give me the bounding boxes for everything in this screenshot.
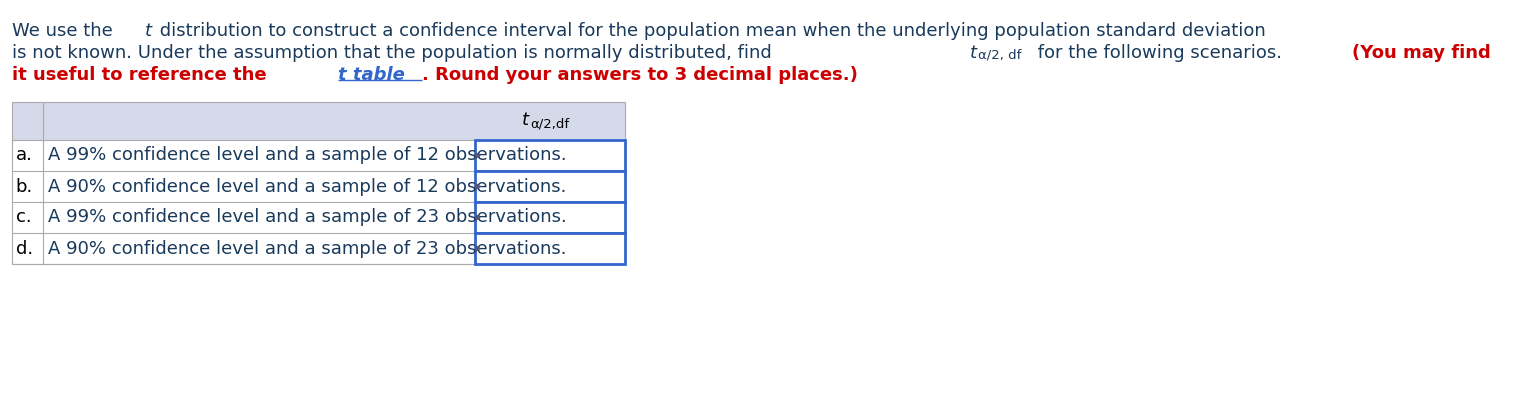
Text: α/2, df: α/2, df [978, 49, 1021, 62]
Polygon shape [477, 215, 480, 220]
Text: (You may find: (You may find [1352, 44, 1492, 62]
Text: is not known. Under the assumption that the population is normally distributed, : is not known. Under the assumption that … [12, 44, 777, 62]
Text: . Round your answers to 3 decimal places.): . Round your answers to 3 decimal places… [422, 66, 857, 84]
Bar [475, 140, 625, 171]
Text: b.: b. [15, 177, 32, 195]
Text: A 90% confidence level and a sample of 12 observations.: A 90% confidence level and a sample of 1… [48, 177, 566, 195]
Text: t: t [146, 22, 152, 40]
Bar [475, 202, 625, 233]
Polygon shape [477, 184, 480, 189]
Polygon shape [477, 246, 480, 251]
Polygon shape [477, 153, 480, 158]
Bar [475, 171, 625, 202]
Bar [12, 102, 625, 264]
Text: α/2,df: α/2,df [530, 118, 569, 131]
Bar [475, 233, 625, 264]
Text: A 90% confidence level and a sample of 23 observations.: A 90% confidence level and a sample of 2… [48, 239, 566, 258]
Text: it useful to reference the: it useful to reference the [12, 66, 273, 84]
Bar [12, 202, 625, 233]
Text: c.: c. [15, 208, 31, 227]
Text: We use the: We use the [12, 22, 118, 40]
Text: A 99% confidence level and a sample of 23 observations.: A 99% confidence level and a sample of 2… [48, 208, 566, 227]
Text: t: t [521, 111, 529, 129]
Text: A 99% confidence level and a sample of 12 observations.: A 99% confidence level and a sample of 1… [48, 146, 566, 164]
Text: for the following scenarios.: for the following scenarios. [1032, 44, 1288, 62]
Bar [12, 102, 625, 140]
Bar [12, 233, 625, 264]
Bar [12, 140, 625, 171]
Text: a.: a. [15, 146, 32, 164]
Text: d.: d. [15, 239, 32, 258]
Text: distribution to construct a confidence interval for the population mean when the: distribution to construct a confidence i… [153, 22, 1265, 40]
Text: t table: t table [339, 66, 405, 84]
Bar [12, 171, 625, 202]
Text: t: t [969, 44, 977, 62]
